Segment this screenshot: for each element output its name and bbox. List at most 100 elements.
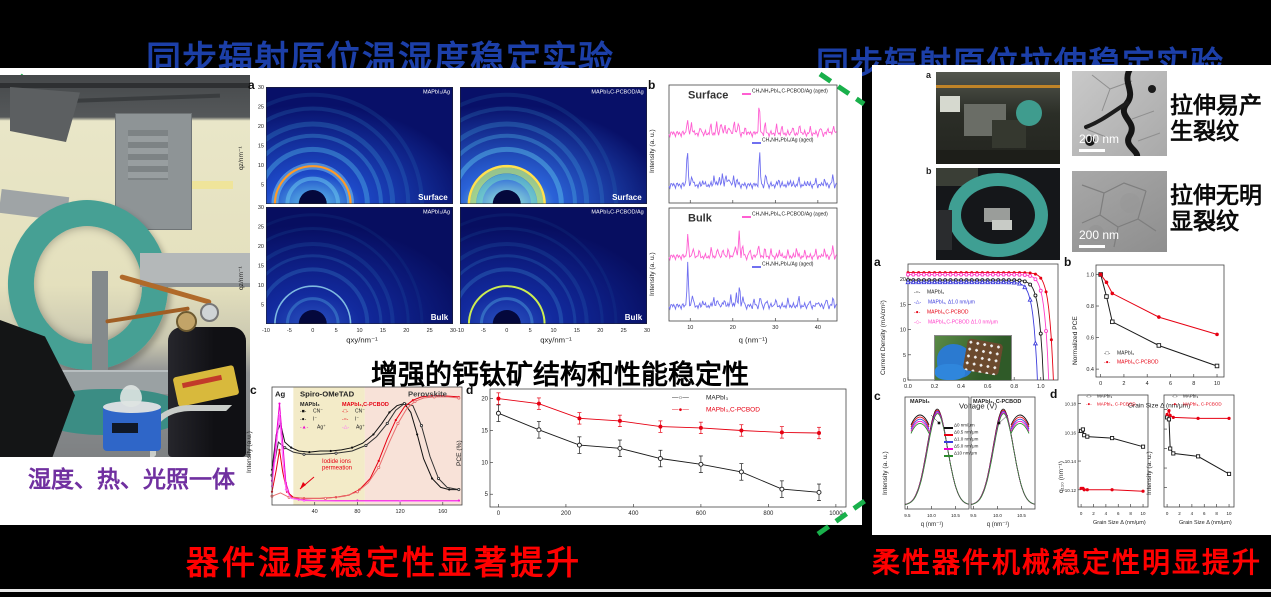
peaks-legend-3: Δ1.0 nm/μm: [944, 436, 1003, 445]
photoB-sample: [992, 220, 1012, 230]
depth-annotation: Iodide ions permeation: [322, 457, 353, 471]
legend-label: MAPbI₃: [1183, 393, 1199, 399]
svg-text:15: 15: [380, 328, 386, 334]
photo-hose: [150, 405, 232, 457]
svg-text:10: 10: [1227, 511, 1233, 516]
panel-label-c: c: [250, 383, 257, 397]
inset-glove2: [935, 364, 965, 380]
tensile-caption-a: 拉伸易产生裂纹: [1170, 92, 1262, 145]
svg-text:400: 400: [628, 511, 639, 517]
svg-text:1.0: 1.0: [1037, 384, 1045, 390]
xrd-title-bulk: Bulk: [688, 211, 712, 224]
legend-swatch: [742, 93, 751, 95]
legend-label: MAPbI₃: [705, 393, 729, 402]
marker-glyph: -○-: [342, 416, 349, 422]
jv-xlabel: Voltage (V): [958, 401, 998, 411]
svg-text:5: 5: [903, 353, 906, 359]
svg-text:10.18: 10.18: [1065, 402, 1077, 407]
xrd-title-surface: Surface: [688, 88, 729, 101]
xrd-legend-bulk-pcbod: CH₃NH₃PbI₃,C-PCBOD/Ag (aged): [742, 211, 904, 220]
svg-text:0.4: 0.4: [957, 384, 965, 390]
photo-gauge-2: [200, 303, 219, 322]
mid-heading: 增强的钙钛矿结构和性能稳定性: [371, 360, 749, 390]
npce-ylabel: Normalized PCE: [1071, 316, 1079, 365]
svg-text:4: 4: [1191, 511, 1194, 516]
tensile-experiment-panel: a 200 nm 拉伸易产生裂纹 b: [872, 65, 1271, 535]
svg-text:40: 40: [312, 509, 318, 515]
svg-text:20: 20: [258, 244, 264, 250]
svg-text:15: 15: [258, 144, 264, 150]
legend-label: CH₃NH₃PbI₃/Ag (aged): [762, 261, 814, 267]
legend-swatch: [752, 266, 761, 268]
photo-cabinet-detail: [128, 130, 168, 180]
legend-label: MAPbI₃,C-PCBOD: [705, 405, 760, 414]
giwaxs-xlabel-left: qxy/nm⁻¹: [346, 335, 378, 345]
svg-text:10.5: 10.5: [1017, 513, 1026, 518]
svg-text:9.5: 9.5: [904, 513, 911, 518]
svg-text:10.12: 10.12: [1065, 488, 1077, 493]
grain-charts: 10.12 10.14 10.16 10.18 0 2 4 6 8 10 0 2 4 6 8 10: [1065, 394, 1235, 516]
photoA-machinery-dark: [992, 120, 1026, 148]
depth-legend-col2-title: MAPbI₃,C-PCBOD: [342, 401, 389, 408]
legend-label: Δ1.0 nm/μm: [954, 436, 979, 442]
pce-legend-control: —○— MAPbI₃: [672, 394, 750, 404]
marker-glyph: -△-: [342, 424, 350, 430]
marker-glyph: -◇-: [914, 319, 922, 325]
legend-label: MAPbI₃, Δ1.0 nm/μm: [928, 299, 976, 305]
svg-text:20: 20: [730, 325, 736, 331]
svg-text:25: 25: [258, 105, 264, 111]
legend-label: CH₃NH₃PbI₃,C-PCBOD/Ag (aged): [752, 88, 828, 94]
svg-text:20: 20: [900, 277, 906, 283]
svg-text:5: 5: [261, 183, 264, 189]
legend-swatch: [944, 434, 953, 436]
photo-support-post: [92, 271, 108, 383]
legend-swatch: [944, 427, 953, 429]
depth-region-spiro: Spiro-OMeTAD: [300, 389, 355, 399]
svg-text:15: 15: [574, 328, 580, 334]
legend-label: MAPbI₃: [1116, 350, 1134, 356]
svg-text:10: 10: [900, 328, 906, 334]
jv-ylabel: Current Density (mA/cm²): [879, 300, 887, 375]
jv-legend-1: -○- MAPbI₃: [914, 289, 961, 298]
tensile-caption-b: 拉伸无明显裂纹: [1170, 182, 1262, 235]
photo-hotplate-screen: [112, 423, 138, 433]
peaks-legend-4: Δ5.0 nm/μm: [944, 444, 1003, 452]
giwaxs-sample-label: MAPbI₃/Ag: [422, 209, 450, 215]
xrd-legend-surface-control: CH₃NH₃PbI₃/Ag (aged): [752, 137, 865, 146]
marker-glyph: -□-: [1172, 393, 1178, 399]
peaks-legend-5: Δ10 nm/μm: [944, 451, 1000, 459]
legend-label: I⁻: [312, 416, 317, 422]
svg-text:5: 5: [529, 328, 532, 334]
jv-legend-4: -◇- MAPbI₃,C-PCBOD Δ1.0 nm/μm: [914, 319, 1068, 328]
marker-glyph: -●-: [1172, 401, 1178, 407]
svg-text:0: 0: [1099, 381, 1102, 387]
giwaxs-location-label: Bulk: [624, 312, 642, 322]
depth-profile-chart: 40 80 120 160: [270, 386, 463, 515]
humidity-photo-caption: 湿度、热、光照一体: [28, 466, 235, 492]
giwaxs-location-label: Bulk: [430, 312, 448, 322]
legend-label: Δ0 nm/μm: [954, 422, 975, 428]
svg-text:10.14: 10.14: [1065, 459, 1077, 464]
svg-text:200: 200: [561, 511, 572, 517]
giwaxs-sample-label: MAPbI₃C-PCBOD/Ag: [591, 89, 644, 95]
depth-legend-ag-control: -▲- Ag⁺: [300, 424, 334, 433]
svg-text:30: 30: [258, 205, 264, 211]
svg-text:0.2: 0.2: [931, 384, 939, 390]
svg-text:0: 0: [497, 511, 501, 517]
svg-text:8: 8: [1215, 511, 1218, 516]
legend-label: CN⁻: [354, 408, 365, 414]
svg-text:10.0: 10.0: [993, 513, 1002, 518]
xrd-ylabel-top: Intensity (a. u.): [648, 129, 656, 173]
giwaxs-xlabel-right: qxy/nm⁻¹: [540, 335, 572, 345]
photo-ceiling-pipe: [0, 83, 250, 88]
xrd-ylabel-bottom: Intensity (a. u.): [648, 252, 656, 296]
peaks-xlabel-right: q (nm⁻¹): [986, 520, 1010, 528]
legend-label: MAPbI₃, C-PCBOD: [1097, 401, 1137, 407]
legend-label: MAPbI₃: [926, 289, 944, 295]
svg-text:6: 6: [1117, 511, 1120, 516]
photoB-clamp: [936, 210, 952, 250]
bottom-divider-line: [0, 589, 1271, 592]
svg-text:20: 20: [403, 328, 409, 334]
